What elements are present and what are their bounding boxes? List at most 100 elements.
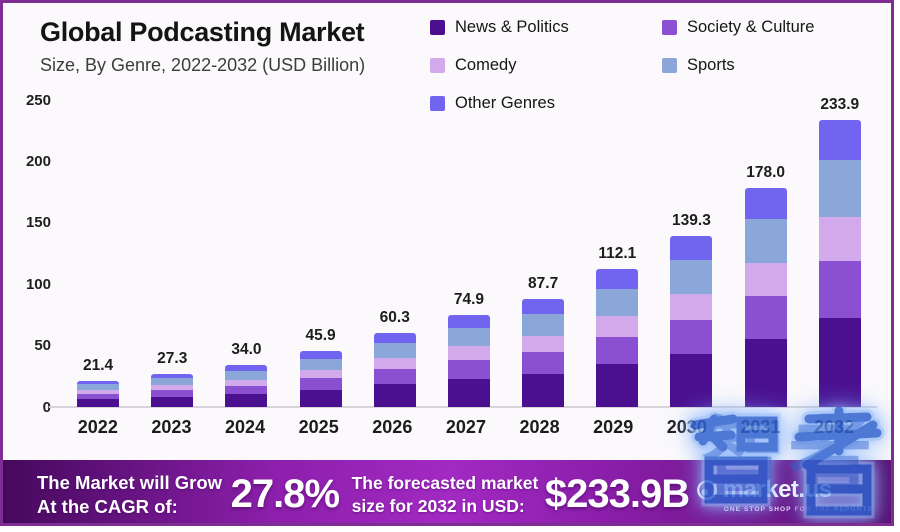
bar-segment-comedy xyxy=(373,358,416,370)
y-tick-100: 100 xyxy=(25,275,51,293)
bar-stack-2028 xyxy=(522,299,565,407)
bar-segment-comedy xyxy=(225,379,268,386)
bar-segment-news-politics xyxy=(596,364,639,407)
bar-total-label-2023: 27.3 xyxy=(157,349,188,367)
y-tick-50: 50 xyxy=(34,337,51,355)
bar-2024: 34.0 xyxy=(223,341,269,407)
bar-segment-sports xyxy=(744,219,787,263)
bar-total-label-2025: 45.9 xyxy=(305,326,336,344)
x-label-2026: 2026 xyxy=(372,417,413,437)
x-label-2032: 2032 xyxy=(814,417,855,437)
bar-segment-other-genres xyxy=(77,380,120,385)
bar-segment-other-genres xyxy=(225,365,268,372)
logo-tagline: ONE STOP SHOP FOR THE REPORTS xyxy=(724,506,873,513)
bar-segment-news-politics xyxy=(670,353,713,407)
legend-swatch-news-politics xyxy=(430,19,445,35)
bar-segment-comedy xyxy=(151,384,194,390)
legend-swatch-comedy xyxy=(430,57,445,73)
bar-segment-society-culture xyxy=(373,369,416,385)
bar-2030: 139.3 xyxy=(668,212,714,407)
bar-2025: 45.9 xyxy=(298,327,344,407)
page-title: Global Podcasting Market xyxy=(40,17,365,47)
bar-segment-other-genres xyxy=(447,315,490,328)
bar-total-label-2027: 74.9 xyxy=(453,291,485,309)
tagline-part: ONE STOP SHOP xyxy=(723,506,792,513)
bar-segment-news-politics xyxy=(299,389,342,407)
bar-segment-sports xyxy=(373,343,416,359)
legend-label: Comedy xyxy=(455,55,517,74)
bar-segment-news-politics xyxy=(447,378,490,407)
bar-total-label-2030: 139.3 xyxy=(672,211,711,229)
bar-total-label-2029: 112.1 xyxy=(598,245,637,263)
bar-total-label-2028: 87.7 xyxy=(528,275,559,293)
legend-swatch-other-genres xyxy=(430,95,445,111)
x-label-2023: 2023 xyxy=(151,417,192,437)
bar-segment-comedy xyxy=(744,262,787,296)
tagline-part: FOR THE xyxy=(794,506,831,513)
bar-segment-other-genres xyxy=(151,373,194,379)
bar-stack-2022 xyxy=(77,380,120,407)
bar-segment-society-culture xyxy=(744,295,787,340)
bar-segment-sports xyxy=(596,288,639,317)
bar-2032: 233.9 xyxy=(817,96,863,407)
bar-stack-2032 xyxy=(818,119,861,407)
legend-label: News & Politics xyxy=(455,17,569,36)
legend-item-society-culture: Society & Culture xyxy=(662,17,870,37)
y-tick-250: 250 xyxy=(25,91,51,109)
legend-item-comedy: Comedy xyxy=(430,55,662,75)
bar-total-label-2026: 60.3 xyxy=(379,309,410,326)
bar-stack-2031 xyxy=(744,188,787,407)
bar-stack-2030 xyxy=(670,235,713,407)
legend-item-sports: Sports xyxy=(662,55,870,75)
bar-segment-comedy xyxy=(670,294,713,320)
forecast-value: $233.9B xyxy=(544,472,690,516)
x-label-2024: 2024 xyxy=(225,417,266,437)
bar-2031: 178.0 xyxy=(743,164,789,407)
stats-banner: The Market will Grow At the CAGR of: 27.… xyxy=(3,460,891,523)
x-label-2022: 2022 xyxy=(77,417,118,437)
bar-segment-news-politics xyxy=(225,394,268,407)
bar-total-label-2032: 233.9 xyxy=(820,95,860,113)
x-axis-labels: 2022 2023 2024 2025 2026 2027 2028 2029 2030 2031… xyxy=(61,417,871,445)
market-us-logo-icon xyxy=(696,480,717,500)
bar-segment-society-culture xyxy=(522,352,565,374)
tagline-part: REPORTS xyxy=(833,506,873,513)
bar-segment-other-genres xyxy=(522,299,565,315)
bar-segment-other-genres xyxy=(373,333,416,344)
legend-label: Other Genres xyxy=(455,93,555,112)
bar-segment-comedy xyxy=(818,217,861,261)
bar-segment-comedy xyxy=(522,335,565,353)
bar-segment-comedy xyxy=(299,369,342,379)
bar-segment-sports xyxy=(151,378,194,385)
bar-segment-news-politics xyxy=(744,339,787,407)
bar-segment-news-politics xyxy=(818,317,861,407)
chart-legend: News & Politics Society & Culture Comedy… xyxy=(430,17,870,113)
bar-segment-society-culture xyxy=(151,389,194,397)
bars-container: 21.4 27.3 34.0 45.9 60.3 74.9 87.7 112.1 139.3 17… xyxy=(61,92,877,407)
bar-stack-2023 xyxy=(151,373,194,407)
legend-label: Society & Culture xyxy=(687,17,815,36)
bar-total-label-2022: 21.4 xyxy=(82,356,114,374)
bar-segment-other-genres xyxy=(299,350,342,359)
x-label-2027: 2027 xyxy=(445,417,486,437)
bar-segment-other-genres xyxy=(744,188,787,220)
bar-segment-comedy xyxy=(596,316,639,337)
x-label-2030: 2030 xyxy=(666,417,707,437)
bar-segment-sports xyxy=(77,384,120,390)
legend-label: Sports xyxy=(687,55,735,74)
bar-segment-comedy xyxy=(77,389,120,394)
y-tick-150: 150 xyxy=(25,214,51,232)
bar-segment-other-genres xyxy=(596,269,639,289)
y-tick-200: 200 xyxy=(25,152,51,170)
cagr-value: 27.8% xyxy=(230,472,340,516)
bar-segment-sports xyxy=(225,371,268,380)
bar-segment-society-culture xyxy=(596,336,639,365)
bar-stack-2026 xyxy=(373,333,416,407)
bar-2027: 74.9 xyxy=(446,291,492,407)
bar-stack-2029 xyxy=(596,269,639,407)
bar-segment-society-culture xyxy=(225,385,268,395)
bar-segment-sports xyxy=(299,358,342,370)
bar-2023: 27.3 xyxy=(149,349,195,407)
legend-swatch-society-culture xyxy=(662,19,677,35)
